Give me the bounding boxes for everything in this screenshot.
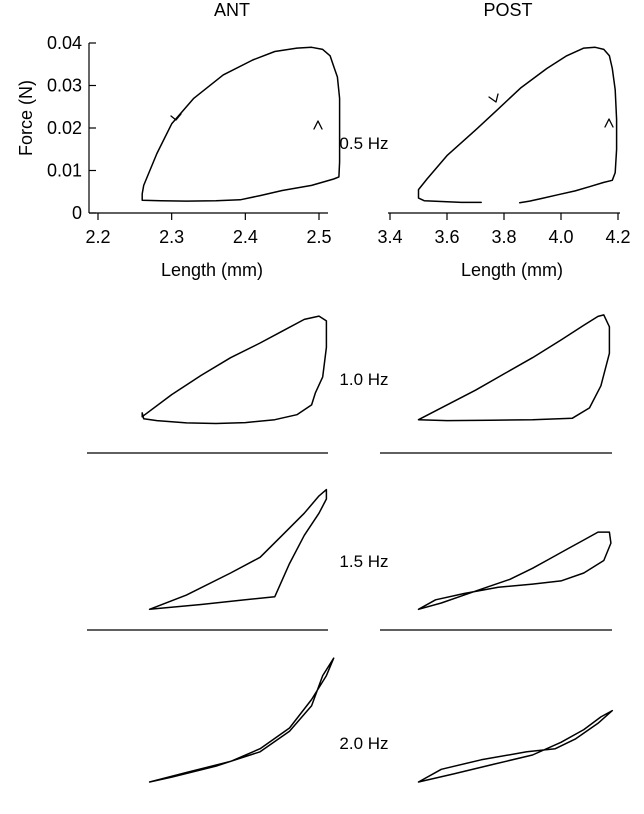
post-x-tick-label: 3.4 — [377, 227, 402, 247]
loop-post-0-5-hz — [417, 46, 618, 204]
ant-y-tick-label: 0.04 — [47, 33, 82, 53]
ant-x-tick-label: 2.5 — [306, 227, 331, 247]
direction-arrows — [170, 93, 614, 130]
x-axis-label-post: Length (mm) — [461, 260, 563, 280]
panel-title-ant: ANT — [214, 0, 250, 20]
arrow-ant-down — [170, 113, 182, 121]
loop-ant-1-5-hz — [148, 488, 328, 611]
y-axis-label: Force (N) — [16, 80, 36, 156]
loop-ant-2-0-hz — [148, 657, 335, 783]
ant-y-tick-label: 0.03 — [47, 76, 82, 96]
loop-post-1-5-hz — [417, 531, 612, 611]
frequency-label-1-5hz: 1.5 Hz — [339, 552, 388, 571]
post-axes: 3.4 3.6 3.8 4.0 4.2 — [377, 212, 631, 247]
post-x-tick-label: 4.0 — [548, 227, 573, 247]
ant-x-tick-label: 2.2 — [85, 227, 110, 247]
frequency-label-2-0hz: 2.0 Hz — [339, 734, 388, 753]
x-axis-label-ant: Length (mm) — [161, 260, 263, 280]
loop-post-2-0-hz — [417, 709, 614, 783]
loop-ant-0-5-hz — [141, 46, 341, 202]
loop-post-1-0-hz — [417, 314, 611, 422]
arrow-post-down — [488, 93, 499, 103]
panel-title-post: POST — [483, 0, 532, 20]
arrow-ant-up — [313, 120, 323, 130]
post-x-tick-label: 3.6 — [434, 227, 459, 247]
post-x-tick-label: 3.8 — [491, 227, 516, 247]
arrow-post-up — [604, 118, 614, 128]
ant-x-tick-label: 2.4 — [233, 227, 258, 247]
ant-y-tick-label: 0 — [72, 203, 82, 223]
ant-y-tick-label: 0.02 — [47, 118, 82, 138]
loops-group — [141, 46, 618, 783]
ant-axes: 0 0.01 0.02 0.03 0.04 2.2 2.3 2.4 2.5 — [47, 33, 332, 247]
loop-ant-1-0-hz — [141, 315, 328, 425]
post-x-tick-label: 4.2 — [605, 227, 630, 247]
frequency-label-1-0hz: 1.0 Hz — [339, 370, 388, 389]
ant-x-tick-label: 2.3 — [159, 227, 184, 247]
frequency-label-0-5hz: 0.5 Hz — [339, 134, 388, 153]
ant-y-tick-label: 0.01 — [47, 161, 82, 181]
